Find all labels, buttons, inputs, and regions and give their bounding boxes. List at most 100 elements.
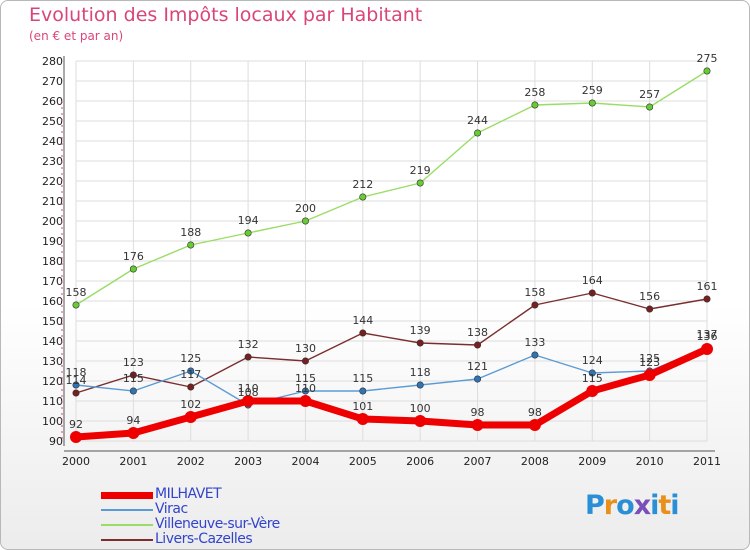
series-group (70, 67, 713, 443)
data-label: 194 (238, 214, 259, 227)
y-tick-label: 260 (42, 95, 63, 108)
data-label: 115 (123, 372, 144, 385)
y-tick-label: 230 (42, 155, 63, 168)
data-labels: 114 123 117 132 130 144 139 138 158 164 156 161 158 1… (66, 52, 718, 431)
y-tick-label: 180 (42, 255, 63, 268)
data-point (531, 301, 539, 309)
x-tick-label: 2010 (636, 455, 664, 468)
data-label: 144 (352, 314, 373, 327)
data-label: 176 (123, 250, 144, 263)
data-point (184, 411, 197, 423)
y-tick-label: 90 (49, 435, 63, 448)
data-point (129, 265, 137, 273)
grid (75, 60, 708, 442)
data-point (127, 427, 140, 439)
data-point (471, 419, 484, 431)
y-tick-label: 270 (42, 75, 63, 88)
data-point (586, 385, 599, 397)
x-tick-label: 2009 (578, 455, 606, 468)
x-tick-label: 2011 (693, 455, 721, 468)
data-point (703, 67, 711, 75)
data-point (129, 371, 137, 379)
data-label: 110 (295, 382, 316, 395)
data-label: 100 (410, 402, 431, 415)
data-point (244, 353, 252, 361)
data-label: 132 (238, 338, 259, 351)
data-label: 115 (352, 372, 373, 385)
data-label: 156 (639, 290, 660, 303)
data-label: 115 (295, 372, 316, 385)
y-tick-label: 250 (42, 115, 63, 128)
data-label: 188 (180, 226, 201, 239)
data-label: 123 (639, 356, 660, 369)
data-label: 133 (524, 336, 545, 349)
y-tick-label: 280 (42, 55, 63, 68)
data-label: 164 (582, 274, 603, 287)
data-label: 121 (467, 360, 488, 373)
data-label: 200 (295, 202, 316, 215)
logo-letter: o (616, 490, 635, 521)
data-point (359, 387, 367, 395)
chart-subtitle: (en € et par an) (29, 29, 124, 43)
y-tick-label: 210 (42, 195, 63, 208)
data-label: 219 (410, 164, 431, 177)
data-label: 257 (639, 88, 660, 101)
data-point (72, 389, 80, 397)
data-point (588, 99, 596, 107)
data-point (244, 229, 252, 237)
data-label: 114 (66, 374, 87, 387)
y-tick-label: 240 (42, 135, 63, 148)
y-tick-label: 150 (42, 315, 63, 328)
legend-swatch (101, 491, 153, 499)
data-label: 212 (352, 178, 373, 191)
y-tick-label: 120 (42, 375, 63, 388)
data-label: 102 (180, 398, 201, 411)
data-point (301, 217, 309, 225)
data-label: 161 (697, 280, 718, 293)
x-tick-label: 2001 (119, 455, 147, 468)
data-point (187, 383, 195, 391)
data-point (703, 295, 711, 303)
data-point (416, 179, 424, 187)
series-line (75, 70, 708, 306)
data-label: 244 (467, 114, 488, 127)
data-label: 137 (697, 328, 718, 341)
data-point (187, 367, 195, 375)
logo-letter: x (633, 490, 651, 521)
x-tick-label: 2006 (406, 455, 434, 468)
data-label: 118 (410, 366, 431, 379)
data-point (70, 431, 82, 443)
data-point (474, 375, 482, 383)
data-point (299, 395, 312, 407)
data-label: 139 (410, 324, 431, 337)
data-label: 123 (123, 356, 144, 369)
legend-label: Virac (155, 501, 188, 517)
data-point (588, 369, 596, 377)
legend-swatch (101, 524, 153, 526)
data-point (416, 339, 424, 347)
x-tick-label: 2004 (291, 455, 319, 468)
x-tick-label: 2002 (177, 455, 205, 468)
x-tick-label: 2007 (464, 455, 492, 468)
data-label: 125 (639, 352, 660, 365)
data-point (359, 329, 367, 337)
legend-label: MILHAVET (155, 486, 222, 502)
data-label: 98 (471, 406, 485, 419)
data-point (528, 419, 541, 431)
data-label: 138 (467, 326, 488, 339)
data-point (359, 193, 367, 201)
data-label: 275 (697, 52, 718, 65)
data-point (643, 369, 656, 381)
data-point (301, 387, 309, 395)
logo-letter: i (670, 490, 679, 521)
data-label: 92 (69, 418, 83, 431)
y-tick-label: 200 (42, 215, 63, 228)
data-label: 101 (352, 400, 373, 413)
y-tick-label: 140 (42, 335, 63, 348)
x-tick-label: 2003 (234, 455, 262, 468)
series-line (72, 345, 711, 441)
legend-label: Villeneuve-sur-Vère (155, 516, 280, 532)
data-point (646, 103, 654, 111)
